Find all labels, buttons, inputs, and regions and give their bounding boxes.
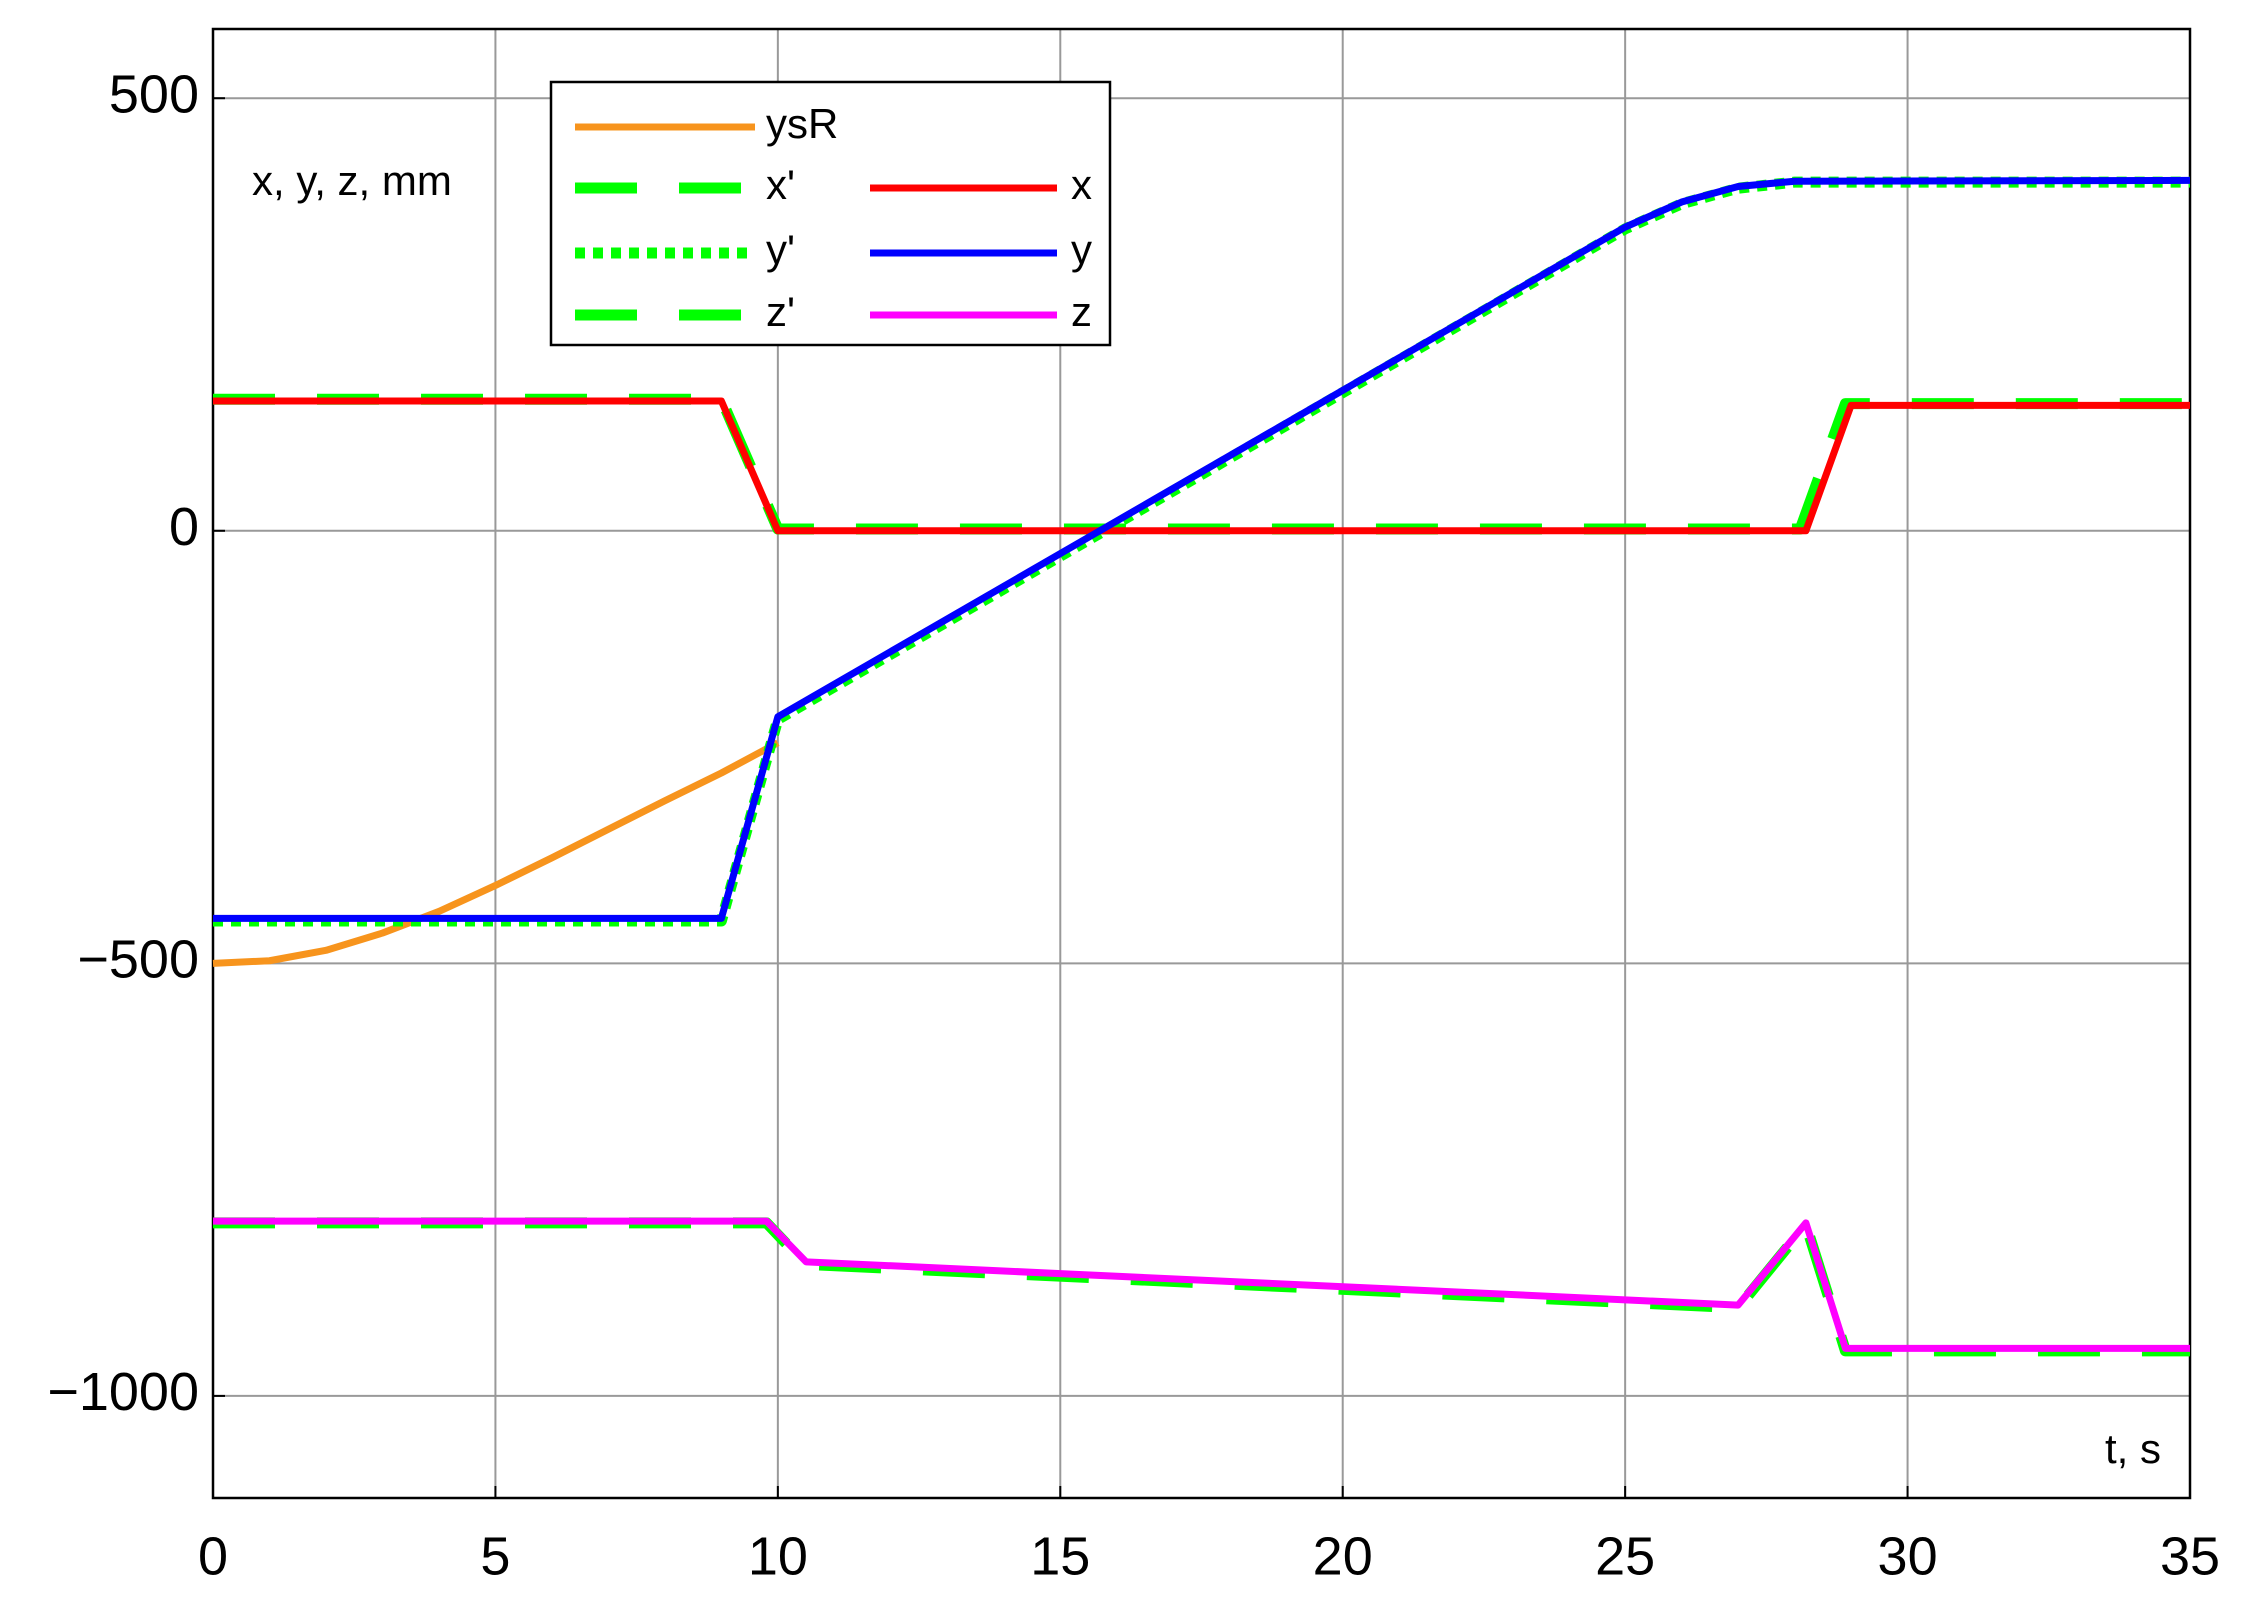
series-line — [213, 397, 2190, 535]
legend-label: x' — [766, 161, 795, 208]
y-axis-label: x, y, z, mm — [252, 157, 452, 204]
series-line — [212, 739, 780, 967]
legend-label: x — [1071, 161, 1092, 208]
x-tick-label: 25 — [1595, 1526, 1655, 1586]
y-tick-label: 0 — [169, 497, 199, 557]
x-tick-label: 35 — [2160, 1526, 2220, 1586]
x-tick-label: 10 — [748, 1526, 808, 1586]
legend-label: z' — [766, 288, 795, 335]
series-line — [213, 176, 2191, 922]
legend-label: z — [1071, 288, 1092, 335]
plot-area — [213, 29, 2190, 1498]
x-tick-label: 20 — [1313, 1526, 1373, 1586]
series-line — [213, 1217, 2190, 1352]
plot-frame — [211, 27, 2192, 1500]
x-tick-label: 5 — [480, 1526, 510, 1586]
y-tick-label: −500 — [77, 930, 199, 990]
x-tick-label: 0 — [198, 1526, 228, 1586]
x-tick-label: 30 — [1878, 1526, 1938, 1586]
y-tick-label: 500 — [109, 64, 199, 124]
legend-label: y — [1071, 226, 1092, 273]
x-tick-label: 15 — [1030, 1526, 1090, 1586]
x-axis-label: t, s — [2105, 1425, 2161, 1472]
y-tick-label: −1000 — [47, 1362, 199, 1422]
legend-label: ysR — [766, 100, 838, 147]
legend-label: y' — [766, 226, 795, 273]
